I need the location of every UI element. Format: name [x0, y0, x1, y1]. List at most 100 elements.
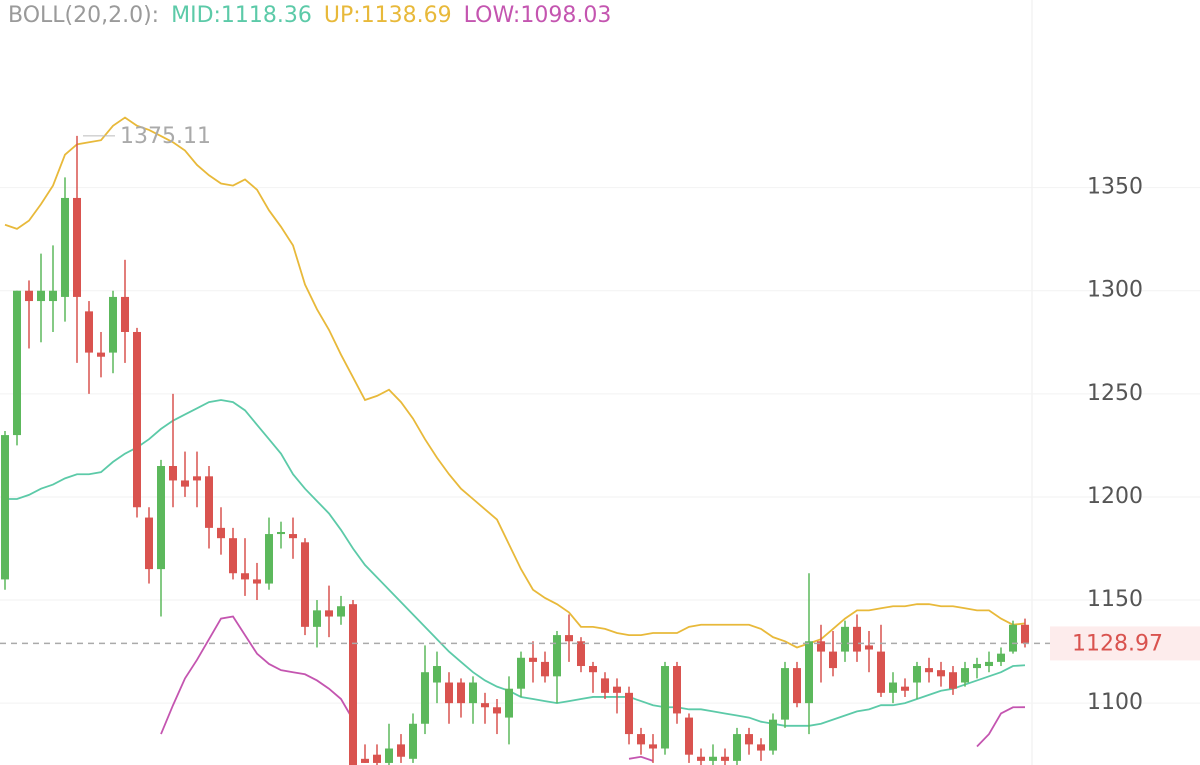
candle-body — [949, 672, 957, 689]
candle-body — [325, 610, 333, 617]
candle-body — [61, 197, 69, 297]
candle-body — [361, 758, 369, 763]
legend-entry: UP:1138.69 — [324, 3, 452, 28]
candle-body — [625, 692, 633, 735]
candle-body — [349, 604, 357, 765]
candle-body — [205, 476, 213, 528]
candle-body — [313, 610, 321, 627]
candle-body — [985, 661, 993, 667]
y-tick-label: 1100 — [1087, 690, 1143, 715]
candle-body — [721, 756, 729, 761]
candle-body — [613, 686, 621, 693]
candle-body — [385, 748, 393, 763]
candle-body — [13, 290, 21, 436]
candle-body — [25, 290, 33, 302]
candle-body — [769, 719, 777, 751]
candle-body — [301, 542, 309, 627]
candle-body — [709, 756, 717, 761]
candle-body — [337, 606, 345, 617]
candle-body — [865, 645, 873, 650]
candle-body — [1021, 624, 1029, 644]
y-tick-label: 1350 — [1087, 175, 1143, 200]
candle-body — [793, 668, 801, 704]
candle-body — [457, 682, 465, 704]
y-tick-label: 1150 — [1087, 587, 1143, 612]
candle-body — [1009, 624, 1017, 652]
candle-body — [937, 670, 945, 677]
candle-body — [505, 688, 513, 718]
indicator-label: BOLL(20,2.0): — [8, 3, 159, 28]
candle-body — [877, 651, 885, 693]
candle-body — [733, 734, 741, 761]
candle-body — [73, 197, 81, 297]
candle-body — [673, 666, 681, 714]
candle-body — [289, 534, 297, 539]
candle-body — [961, 668, 969, 683]
y-tick-label: 1250 — [1087, 381, 1143, 406]
candle-body — [193, 476, 201, 481]
candle-body — [517, 657, 525, 689]
candle-body — [997, 653, 1005, 662]
y-tick-label: 1200 — [1087, 484, 1143, 509]
candle-body — [781, 668, 789, 720]
candle-body — [697, 756, 705, 761]
candle-body — [157, 466, 165, 570]
candle-body — [601, 678, 609, 693]
candle-body — [1, 435, 9, 580]
candle-body — [805, 641, 813, 704]
candle-body — [973, 663, 981, 669]
candle-body — [97, 352, 105, 357]
candle-body — [577, 641, 585, 667]
candle-body — [469, 682, 477, 704]
candle-body — [169, 466, 177, 481]
candle-body — [85, 311, 93, 353]
candle-body — [217, 527, 225, 539]
candle-body — [409, 723, 417, 759]
candle-body — [529, 657, 537, 662]
candle-body — [133, 331, 141, 508]
boll-band — [5, 399, 1026, 727]
candle-body — [229, 538, 237, 574]
legend-entry: LOW:1098.03 — [464, 3, 612, 28]
candle-body — [253, 579, 261, 584]
candle-body — [649, 744, 657, 749]
candle-body — [685, 717, 693, 755]
candle-body — [541, 661, 549, 677]
candle-body — [145, 517, 153, 570]
candle-body — [757, 744, 765, 751]
candle-body — [265, 534, 273, 584]
candle-body — [829, 651, 837, 669]
candle-body — [745, 734, 753, 745]
candle-body — [445, 682, 453, 704]
candle-body — [889, 682, 897, 693]
candle-body — [277, 531, 285, 535]
max-label: 1375.11 — [120, 124, 211, 149]
candle-body — [589, 666, 597, 673]
candle-body — [397, 744, 405, 757]
last-price-label: 1128.97 — [1072, 631, 1163, 656]
candle-body — [913, 666, 921, 683]
candle-body — [901, 686, 909, 691]
candle-body — [49, 290, 57, 302]
candle-body — [181, 480, 189, 487]
candle-body — [817, 641, 825, 652]
candle-body — [373, 754, 381, 763]
candle-body — [121, 296, 129, 332]
candle-body — [481, 703, 489, 708]
candle-body — [925, 668, 933, 673]
candle-body — [637, 734, 645, 745]
candle-body — [853, 626, 861, 652]
boll-band — [4, 116, 1026, 649]
candle-body — [421, 672, 429, 724]
candle-body — [493, 707, 501, 714]
candle-body — [37, 290, 45, 302]
candle-body — [553, 635, 561, 677]
y-tick-label: 1300 — [1087, 278, 1143, 303]
candle-body — [841, 626, 849, 652]
last-price-box — [1050, 626, 1200, 661]
candle-body — [661, 666, 669, 749]
candle-body — [433, 666, 441, 683]
boll-band — [160, 615, 1026, 762]
